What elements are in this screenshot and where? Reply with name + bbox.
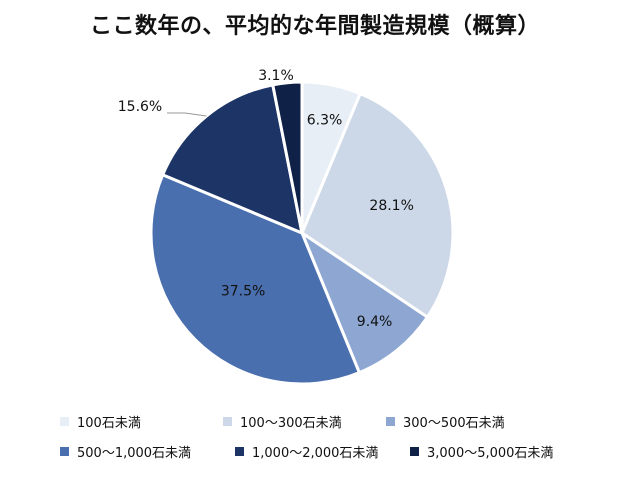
pie-slice-2 — [300, 92, 455, 319]
legend-swatch-1 — [60, 416, 69, 426]
legend-label-6: 3,000〜5,000石未満 — [427, 445, 554, 461]
legend-row-2: 500〜1,000石未満 1,000〜2,000石未満 3,000〜5,000石… — [60, 440, 620, 462]
chart-title: ここ数年の、平均的な年間製造規模（概算） — [89, 14, 540, 39]
legend-label-1: 100石未満 — [77, 415, 141, 431]
legend-item-1: 100石未満 — [60, 410, 223, 432]
pie-slice-4 — [149, 173, 361, 386]
data-label-6: 3.1% — [258, 68, 294, 84]
legend-swatch-3 — [386, 416, 395, 426]
legend-label-5: 1,000〜2,000石未満 — [252, 445, 379, 461]
data-label-1: 6.3% — [307, 112, 343, 128]
legend-swatch-4 — [60, 446, 69, 456]
legend-item-2: 100〜300石未満 — [223, 410, 386, 432]
legend-label-2: 100〜300石未満 — [240, 415, 342, 431]
data-label-5: 15.6% — [118, 99, 162, 115]
legend-item-3: 300〜500石未満 — [386, 410, 549, 432]
legend-label-3: 300〜500石未満 — [403, 415, 505, 431]
legend: 100石未満 100〜300石未満 300〜500石未満 500〜1,000石未… — [60, 410, 620, 470]
data-label-3: 9.4% — [357, 314, 393, 330]
pie-slice-6 — [271, 80, 304, 235]
legend-swatch-2 — [223, 416, 232, 426]
legend-item-4: 500〜1,000石未満 — [60, 440, 235, 462]
legend-item-5: 1,000〜2,000石未満 — [235, 440, 410, 462]
pie-slice-5 — [161, 83, 304, 235]
leader-lines — [167, 112, 207, 117]
legend-swatch-5 — [235, 446, 244, 456]
legend-row-1: 100石未満 100〜300石未満 300〜500石未満 — [60, 410, 620, 432]
legend-swatch-6 — [410, 446, 419, 456]
pie-slices — [149, 80, 455, 386]
legend-item-6: 3,000〜5,000石未満 — [410, 440, 585, 462]
leader-line-5 — [167, 112, 207, 117]
legend-label-4: 500〜1,000石未満 — [77, 445, 192, 461]
data-label-2: 28.1% — [369, 198, 413, 214]
pie-slice-3 — [300, 231, 429, 375]
data-label-4: 37.5% — [221, 284, 265, 300]
data-labels: 6.3% 28.1% 9.4% 37.5% 15.6% 3.1% — [118, 68, 414, 330]
